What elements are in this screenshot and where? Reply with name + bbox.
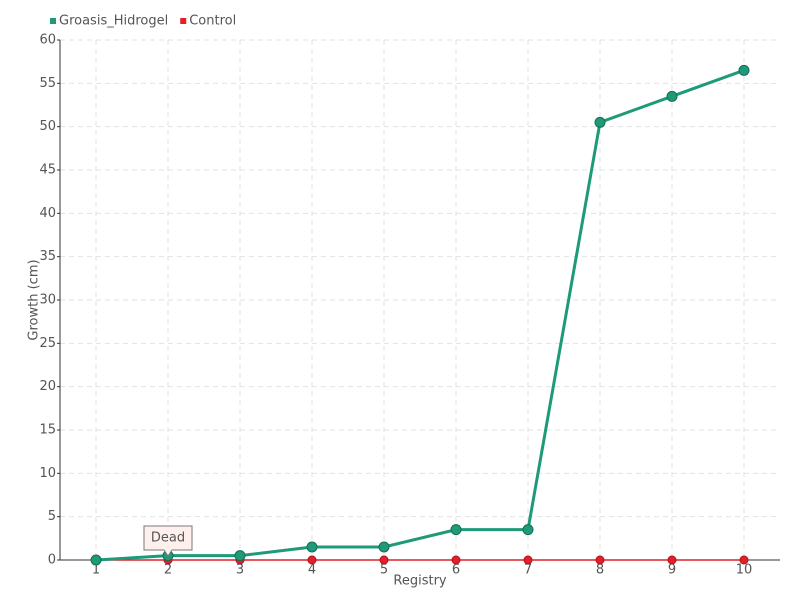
x-tick-label: 3 — [236, 563, 244, 578]
x-tick-label: 10 — [736, 563, 753, 578]
point — [595, 555, 605, 565]
x-tick-label: 9 — [668, 563, 676, 578]
annotation-box — [143, 525, 193, 557]
y-tick-label: 20 — [39, 379, 56, 394]
legend-label: Control — [189, 14, 236, 29]
point — [307, 555, 317, 565]
x-tick-label: 5 — [380, 563, 388, 578]
y-tick-label: 50 — [39, 119, 56, 134]
point — [90, 554, 102, 566]
y-tick-label: 5 — [48, 509, 56, 524]
point — [306, 541, 318, 553]
point — [594, 116, 606, 128]
point — [523, 555, 533, 565]
point — [450, 524, 462, 536]
y-tick-label: 30 — [39, 293, 56, 308]
point — [379, 555, 389, 565]
legend-label: Groasis_Hidrogel — [59, 14, 168, 29]
point — [666, 90, 678, 102]
point — [451, 555, 461, 565]
x-tick-label: 6 — [452, 563, 460, 578]
legend-swatch — [180, 18, 187, 24]
point — [522, 524, 534, 536]
y-tick-label: 40 — [39, 206, 56, 221]
y-axis-label: Growth (cm) — [27, 259, 42, 340]
x-tick-label: 7 — [524, 563, 532, 578]
point — [738, 64, 750, 76]
series-line — [95, 68, 745, 562]
y-tick-label: 0 — [48, 553, 56, 568]
annotation-text: Dead — [151, 531, 185, 546]
y-tick-label: 45 — [39, 163, 56, 178]
point — [234, 550, 246, 562]
y-tick-label: 10 — [39, 466, 56, 481]
y-tick-label: 15 — [39, 423, 56, 438]
x-axis-label: Registry — [393, 574, 447, 589]
y-tick-label: 60 — [39, 33, 56, 48]
x-tick-label: 4 — [308, 563, 316, 578]
x-tick-label: 1 — [92, 563, 100, 578]
legend-swatch — [50, 18, 56, 24]
point — [378, 541, 390, 553]
y-tick-label: 35 — [39, 249, 56, 264]
x-tick-label: 2 — [164, 563, 172, 578]
point — [739, 555, 749, 565]
x-tick-label: 8 — [596, 563, 604, 578]
point — [667, 555, 677, 565]
y-tick-label: 25 — [39, 336, 56, 351]
y-tick-label: 55 — [39, 76, 56, 91]
